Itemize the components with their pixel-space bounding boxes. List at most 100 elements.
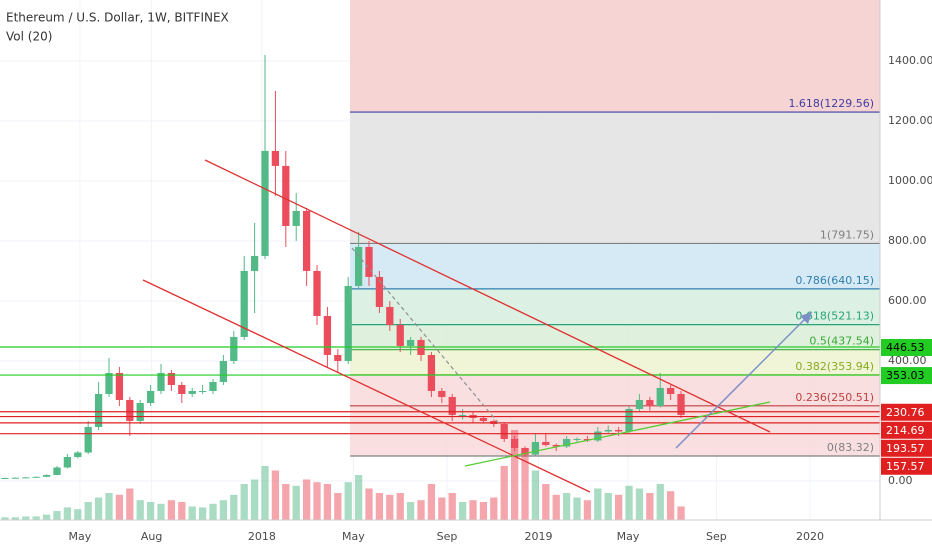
candle-body	[334, 354, 342, 361]
volume-bar	[219, 500, 228, 520]
volume-bar	[271, 470, 280, 520]
candle-body	[1, 477, 9, 479]
candle-body	[126, 399, 134, 421]
candle-body	[521, 447, 529, 455]
candle-body	[209, 381, 217, 391]
candle-body	[614, 429, 623, 432]
volume-bar	[53, 511, 61, 520]
price-tag-label: 230.76	[886, 406, 925, 419]
candle-body	[354, 246, 363, 286]
candle-body	[396, 324, 404, 346]
candle-body	[292, 210, 300, 226]
volume-bar	[573, 497, 581, 520]
candle-body	[42, 474, 51, 477]
candle-body	[115, 372, 124, 400]
volume-bar	[438, 497, 446, 520]
candle-body	[479, 417, 488, 421]
candle-body	[53, 467, 61, 475]
volume-bar	[126, 488, 134, 520]
price-tag	[881, 457, 932, 475]
price-tag	[881, 439, 932, 457]
volume-bar	[562, 493, 571, 520]
volume-bar	[386, 494, 394, 520]
fib-zone	[350, 374, 880, 406]
volume-bar	[531, 470, 540, 520]
volume-bar	[542, 484, 550, 520]
volume-bar	[594, 488, 602, 520]
volume-bar	[94, 497, 103, 520]
volume-bar	[677, 506, 685, 520]
volume-bar	[583, 500, 592, 520]
volume-bar	[11, 517, 20, 520]
volume-bar	[510, 430, 519, 520]
candle-body	[74, 452, 82, 457]
candle-body	[510, 438, 519, 448]
price-tag-label: 353.03	[886, 369, 925, 382]
volume-bar	[167, 500, 176, 520]
price-lines	[0, 346, 880, 435]
x-tick-label: May	[342, 530, 365, 543]
fib-label: 0.786(640.15)	[795, 274, 874, 287]
x-tick-label: 2018	[248, 530, 276, 543]
price-tag-label: 157.57	[886, 460, 925, 473]
volume-bar	[136, 500, 144, 520]
candle-body	[313, 270, 321, 316]
candle-body	[573, 438, 581, 440]
candle-body	[146, 390, 155, 403]
candle-body	[344, 285, 352, 361]
candle-body	[635, 399, 644, 409]
volume-bar	[500, 466, 508, 520]
candle-body	[63, 456, 72, 468]
candle-body	[677, 393, 685, 415]
volume-bar	[261, 466, 269, 520]
volume-bar	[250, 479, 259, 520]
axes: 0.00 400.00 600.00 800.00 1000.00 1200.00 1400…	[69, 54, 932, 543]
candle-body	[323, 315, 332, 355]
candle-body	[448, 396, 456, 415]
volume-bar	[198, 507, 207, 520]
volume-bar	[344, 482, 352, 520]
volume-bar	[292, 485, 300, 520]
fib-zone	[350, 0, 880, 113]
fib-zone	[350, 243, 880, 289]
drawings	[142, 159, 812, 493]
volume-bar	[354, 475, 363, 520]
volume-bar	[74, 509, 82, 520]
candle-body	[282, 165, 290, 226]
candle-body	[562, 438, 571, 447]
support-line	[464, 401, 771, 467]
candle-body	[458, 414, 467, 416]
volume-bar	[646, 493, 654, 520]
candle-body	[261, 150, 269, 256]
fib-label: 1(791.75)	[820, 228, 874, 241]
volume-bar	[448, 493, 456, 520]
volume-bar	[84, 502, 92, 520]
volume-bar	[323, 484, 332, 520]
candle-body	[666, 387, 675, 394]
candle-body	[552, 444, 560, 447]
volume-bar	[656, 484, 664, 520]
candle-body	[178, 384, 186, 394]
arrow-head	[800, 312, 812, 324]
price-tag-label: 214.69	[886, 424, 925, 437]
y-tick-label: 1000.00	[888, 174, 932, 187]
candle-body	[594, 431, 602, 441]
volume-bar	[105, 493, 113, 520]
candle-body	[94, 393, 103, 427]
volume-bar	[406, 502, 415, 520]
price-tag-label: 446.53	[886, 341, 925, 354]
candle-body	[646, 399, 654, 406]
volume-bar	[22, 516, 30, 520]
candle-body	[302, 210, 311, 271]
volume-bar	[490, 497, 498, 520]
volume-bar	[479, 502, 488, 520]
volume-bar	[313, 482, 321, 520]
fib-label: 1.618(1229.56)	[788, 97, 874, 110]
dashed-line	[351, 247, 501, 426]
candle-body	[271, 150, 280, 166]
candle-body	[198, 390, 207, 392]
volume-bar	[614, 494, 623, 520]
candle-body	[157, 372, 165, 391]
fib-label: 0.5(437.54)	[809, 335, 874, 348]
